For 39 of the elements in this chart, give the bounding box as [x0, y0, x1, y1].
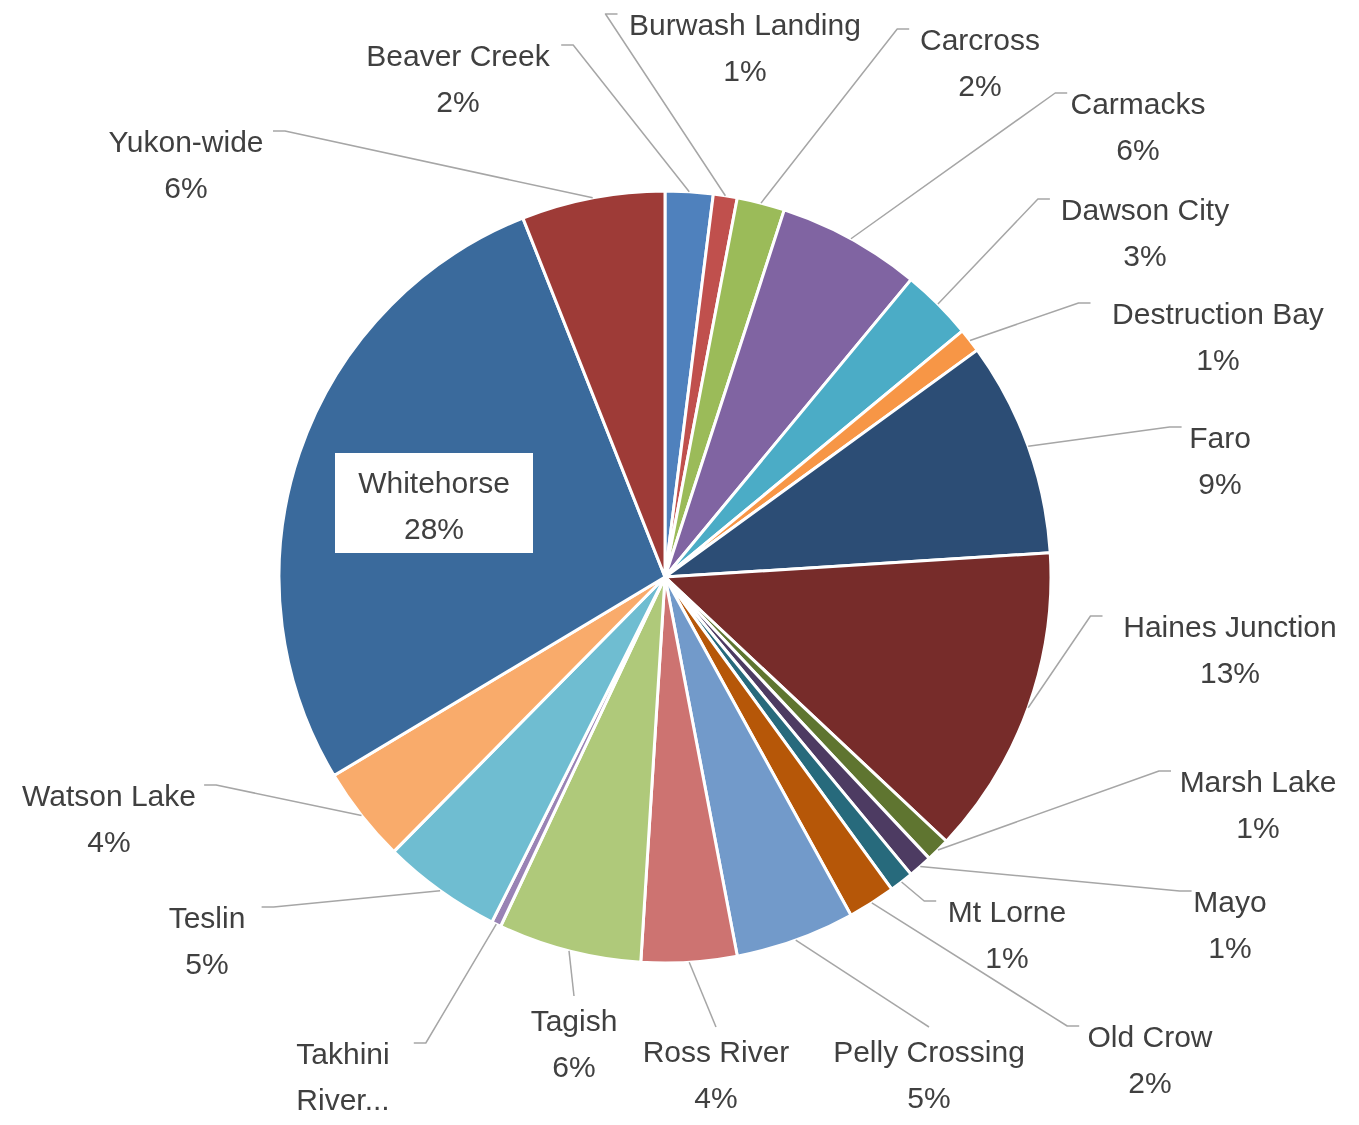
slice-label: Destruction Bay: [1112, 296, 1324, 330]
data-label: 1%: [1208, 930, 1252, 964]
data-label: 1%: [1196, 342, 1240, 376]
data-label: 6%: [1116, 132, 1160, 166]
slice-label: Mt Lorne: [947, 894, 1067, 928]
data-label: 28%: [403, 511, 465, 545]
data-label: 1%: [723, 53, 767, 87]
data-label: 9%: [1198, 466, 1242, 500]
data-label: 4%: [694, 1080, 738, 1114]
slice-label: Beaver Creek: [366, 38, 551, 72]
data-label: 2%: [436, 84, 480, 118]
data-label: 3%: [1123, 238, 1167, 272]
data-label: 1%: [985, 940, 1029, 974]
data-label: 1%: [1236, 810, 1280, 844]
slice-label: Carcross: [919, 22, 1041, 56]
slice-label: Haines Junction: [1123, 609, 1337, 643]
slice-label: Whitehorse: [358, 465, 510, 499]
slice-label: Faro: [1189, 420, 1251, 454]
data-label: 4%: [87, 824, 131, 858]
slice-label: Marsh Lake: [1179, 764, 1337, 798]
slice-label: Teslin: [168, 900, 246, 934]
slice-label: Tagish: [530, 1003, 618, 1037]
data-label: 6%: [552, 1049, 596, 1083]
slice-label: Old Crow: [1087, 1019, 1213, 1053]
slice-label: Burwash Landing: [629, 7, 861, 41]
slice-label: Ross River: [642, 1034, 790, 1068]
slice-label: Yukon-wide: [108, 124, 264, 158]
slice-label: Dawson City: [1060, 192, 1230, 226]
slice-label: Mayo: [1193, 884, 1267, 918]
data-label: 2%: [1128, 1065, 1172, 1099]
slice-label: Pelly Crossing: [833, 1034, 1025, 1068]
slice-label: Carmacks: [1070, 86, 1206, 120]
data-label: 2%: [958, 68, 1002, 102]
data-label: 5%: [185, 946, 229, 980]
data-label: 13%: [1199, 655, 1261, 689]
data-label: 6%: [164, 170, 208, 204]
slice-label: Takhini River...: [296, 1036, 390, 1116]
slice-label: Watson Lake: [22, 778, 196, 812]
data-label: 5%: [907, 1080, 951, 1114]
